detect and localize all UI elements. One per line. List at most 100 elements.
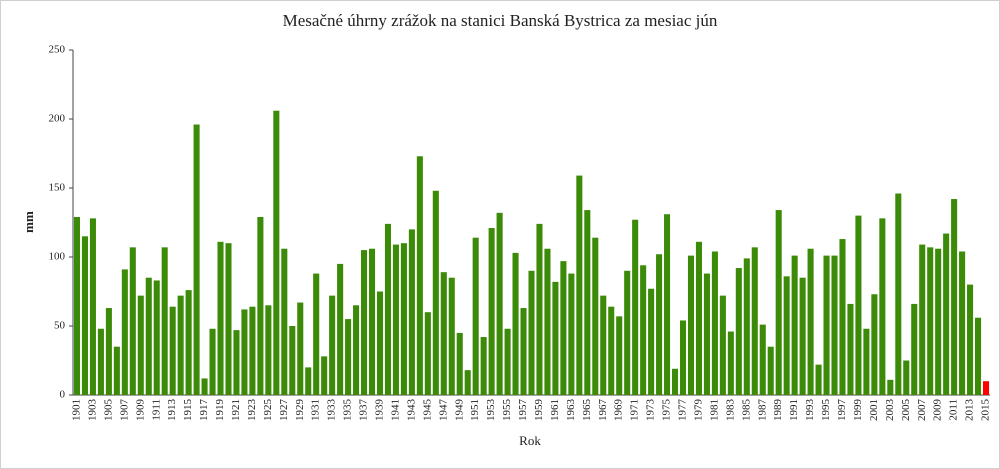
bar	[233, 330, 240, 395]
bar	[959, 251, 966, 395]
bar	[321, 356, 328, 395]
bar	[456, 332, 463, 395]
bar	[783, 276, 790, 395]
bar	[536, 223, 543, 395]
bar	[504, 328, 511, 395]
x-tick-label: 2015	[980, 399, 992, 422]
bar	[895, 193, 902, 395]
bar	[576, 175, 583, 395]
x-tick-label: 1927	[278, 399, 290, 422]
bar	[177, 295, 184, 395]
bar	[368, 248, 376, 395]
bar	[193, 124, 200, 396]
bar	[392, 244, 399, 395]
bar	[265, 305, 272, 395]
x-tick-label: 1947	[437, 399, 449, 422]
bar	[472, 237, 479, 395]
bar	[887, 379, 894, 395]
x-tick-label: 1911	[150, 399, 162, 421]
bar	[735, 268, 742, 395]
bar	[648, 288, 655, 395]
bar	[823, 255, 830, 395]
x-tick-label: 1925	[262, 399, 274, 422]
bar	[313, 273, 320, 395]
x-axis-title: Rok	[519, 433, 541, 448]
bar	[927, 247, 934, 395]
x-tick-label: 1953	[485, 399, 497, 422]
x-tick-label: 1965	[581, 399, 593, 422]
y-tick-label: 200	[49, 113, 66, 125]
bar	[911, 303, 918, 395]
bar	[847, 303, 854, 395]
x-tick-label: 1955	[501, 399, 513, 422]
y-tick-label: 0	[60, 389, 66, 401]
bar	[416, 156, 423, 395]
x-tick-label: 1903	[86, 399, 98, 422]
bar	[512, 252, 519, 395]
bar	[600, 295, 607, 395]
bar	[400, 243, 407, 395]
x-tick-label: 2011	[948, 399, 960, 421]
x-tick-label: 1931	[310, 399, 322, 421]
x-tick-label: 1937	[358, 399, 370, 422]
bar	[967, 284, 974, 395]
bar	[337, 263, 344, 395]
bar	[831, 255, 838, 395]
x-tick-label: 2005	[900, 399, 912, 422]
bar	[345, 319, 352, 395]
bar	[528, 270, 535, 395]
x-tick-label: 1957	[517, 399, 529, 422]
bar	[153, 280, 160, 395]
x-tick-label: 1989	[772, 399, 784, 422]
bar	[695, 241, 702, 395]
x-tick-label: 1963	[565, 399, 577, 422]
bar	[257, 216, 264, 395]
bar	[464, 370, 471, 395]
x-tick-label: 1987	[756, 399, 768, 422]
bar	[703, 273, 710, 395]
x-tick-label: 1999	[852, 399, 864, 422]
x-tick-label: 1981	[708, 399, 720, 421]
bar	[121, 269, 128, 395]
bar	[687, 255, 695, 395]
bar	[807, 248, 814, 395]
bar	[488, 228, 495, 395]
bar	[951, 199, 958, 395]
bar	[871, 294, 878, 395]
x-tick-label: 1933	[326, 399, 338, 422]
bar	[209, 328, 216, 395]
bar	[679, 320, 687, 395]
bar	[727, 331, 734, 395]
bar	[289, 326, 296, 395]
bar	[815, 364, 822, 395]
bar	[943, 233, 950, 395]
x-tick-label: 1991	[788, 399, 800, 421]
bar	[424, 312, 431, 395]
bar	[376, 291, 384, 395]
bar	[759, 324, 766, 395]
y-axis-title: mm	[21, 211, 36, 233]
bar	[129, 247, 136, 395]
y-tick-label: 50	[54, 320, 66, 332]
chart-title: Mesačné úhrny zrážok na stanici Banská B…	[283, 11, 718, 30]
x-tick-label: 1961	[549, 399, 561, 421]
bar	[169, 306, 176, 395]
x-tick-label: 1943	[405, 399, 417, 422]
x-tick-label: 1969	[613, 399, 625, 422]
bar	[448, 277, 455, 395]
x-tick-label: 2009	[932, 399, 944, 422]
x-tick-label: 1917	[198, 399, 210, 422]
bar	[640, 265, 647, 395]
x-tick-label: 1939	[374, 399, 386, 422]
bar	[241, 309, 248, 395]
x-tick-label: 1909	[134, 399, 146, 422]
x-tick-label: 2003	[884, 399, 896, 422]
bar	[440, 272, 447, 395]
x-tick-label: 1949	[453, 399, 465, 422]
bar	[353, 305, 360, 395]
x-tick-label: 1997	[836, 399, 848, 422]
bar	[552, 281, 559, 395]
bar	[656, 254, 663, 395]
x-tick-label: 1913	[166, 399, 178, 422]
x-tick-label: 2001	[868, 399, 880, 421]
